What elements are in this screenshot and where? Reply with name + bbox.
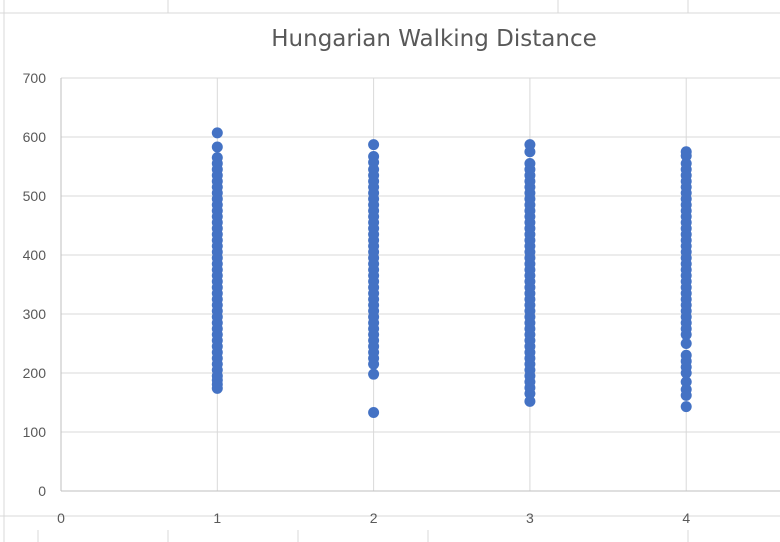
x-tick-label: 0: [57, 510, 65, 526]
data-point: [680, 338, 692, 349]
data-point: [211, 382, 223, 394]
series-points: [680, 146, 692, 413]
data-point: [680, 389, 692, 401]
data-point: [524, 388, 536, 400]
axes: [60, 78, 780, 492]
y-tick-label: 100: [23, 424, 47, 440]
y-tick-label: 0: [38, 483, 46, 499]
data-point: [368, 368, 380, 380]
y-tick-label: 200: [23, 365, 47, 381]
x-tick-label: 3: [526, 510, 534, 526]
data-point: [524, 146, 536, 158]
y-tick-label: 500: [23, 188, 47, 204]
data-point: [680, 150, 692, 162]
y-tick-label: 300: [23, 306, 47, 322]
chart-title: Hungarian Walking Distance: [271, 26, 597, 52]
x-tick-label: 2: [370, 510, 378, 526]
tick-labels: 0 100 200 300 400 500 600 700 0 1 2 3 4: [23, 70, 691, 526]
data-point: [368, 407, 380, 419]
series-points: [368, 139, 380, 419]
y-tick-label: 400: [23, 247, 47, 263]
data-point: [368, 139, 380, 151]
data-point: [680, 401, 692, 413]
data-point: [680, 367, 692, 379]
data-point: [368, 358, 380, 370]
data-point: [211, 127, 223, 139]
x-tick-label: 1: [213, 510, 221, 526]
y-tick-label: 600: [23, 129, 47, 145]
series-points: [524, 139, 536, 407]
gridlines: [61, 77, 780, 491]
data-points: [211, 127, 692, 419]
series-points: [211, 127, 223, 394]
data-point: [680, 329, 692, 341]
x-tick-label: 4: [682, 510, 690, 526]
y-tick-label: 700: [23, 70, 47, 86]
data-point: [211, 141, 223, 153]
data-point: [524, 395, 536, 407]
data-point: [680, 376, 692, 388]
